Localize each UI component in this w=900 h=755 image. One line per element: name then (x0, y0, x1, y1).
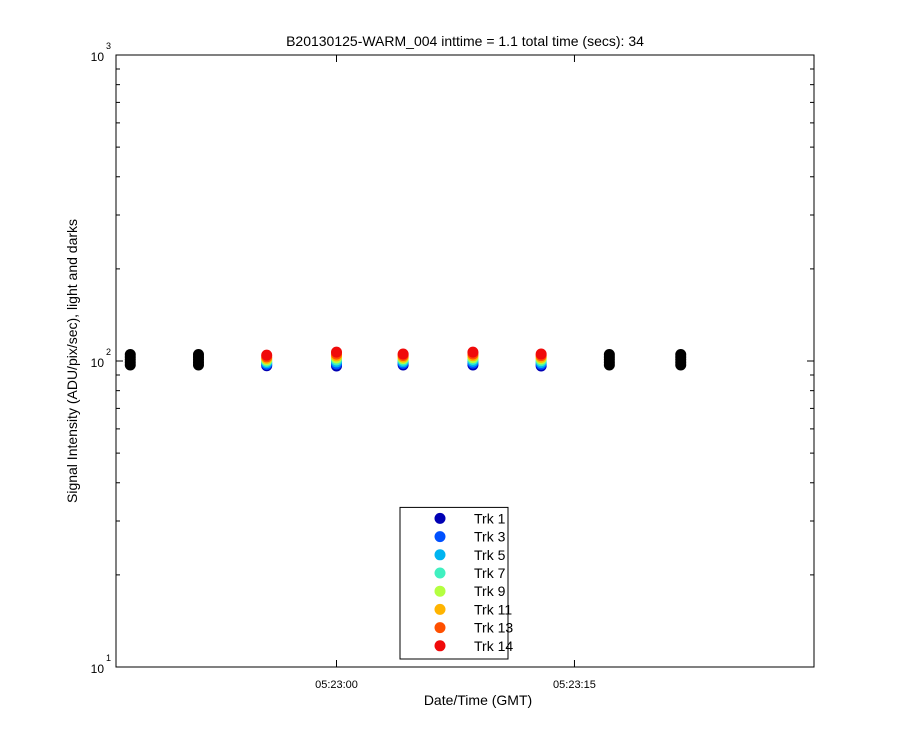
legend-label: Trk 14 (474, 638, 513, 654)
legend-box (399, 506, 509, 660)
data-point (331, 346, 343, 358)
y-tick-label: 10 (91, 356, 105, 370)
legend-marker (434, 622, 446, 634)
legend-marker (434, 603, 446, 615)
legend-marker (434, 640, 446, 652)
legend-label: Trk 5 (474, 547, 506, 563)
y-tick-exponent: 1 (106, 653, 111, 663)
y-tick-label: 10 (91, 662, 105, 676)
x-axis-label: Date/Time (GMT) (424, 692, 532, 708)
legend-marker (434, 512, 446, 524)
chart-title: B20130125-WARM_004 inttime = 1.1 total t… (286, 33, 644, 49)
data-point (535, 348, 547, 360)
legend-marker (434, 585, 446, 597)
legend-label: Trk 1 (474, 510, 506, 526)
y-tick-base: 10 (91, 50, 105, 64)
data-point (261, 349, 273, 361)
y-tick-base: 10 (91, 356, 105, 370)
y-tick-base: 10 (91, 662, 105, 676)
y-tick-exponent: 2 (106, 347, 111, 357)
legend-label: Trk 11 (474, 601, 512, 617)
legend-label: Trk 9 (474, 583, 506, 599)
legend-marker (434, 531, 446, 543)
x-tick-label: 05:23:00 (315, 679, 358, 691)
y-tick-exponent: 3 (106, 41, 111, 51)
legend: Trk 1 Trk 3 Trk 5 Trk 7 Trk 9 Trk 11 Trk 13 Trk… (399, 506, 513, 660)
data-point (675, 349, 687, 361)
y-tick-label: 10 (91, 50, 105, 64)
x-tick-label: 05:23:15 (553, 679, 596, 691)
y-axis-label: Signal Intensity (ADU/pix/sec), light an… (64, 219, 80, 503)
legend-label: Trk 13 (474, 620, 513, 636)
data-point (603, 349, 615, 361)
data-point (397, 348, 409, 360)
data-point (467, 346, 479, 358)
data-point (124, 349, 136, 361)
legend-label: Trk 7 (474, 565, 506, 581)
legend-marker (434, 549, 446, 561)
data-point (192, 349, 204, 361)
legend-label: Trk 3 (474, 529, 506, 545)
legend-marker (434, 567, 446, 579)
